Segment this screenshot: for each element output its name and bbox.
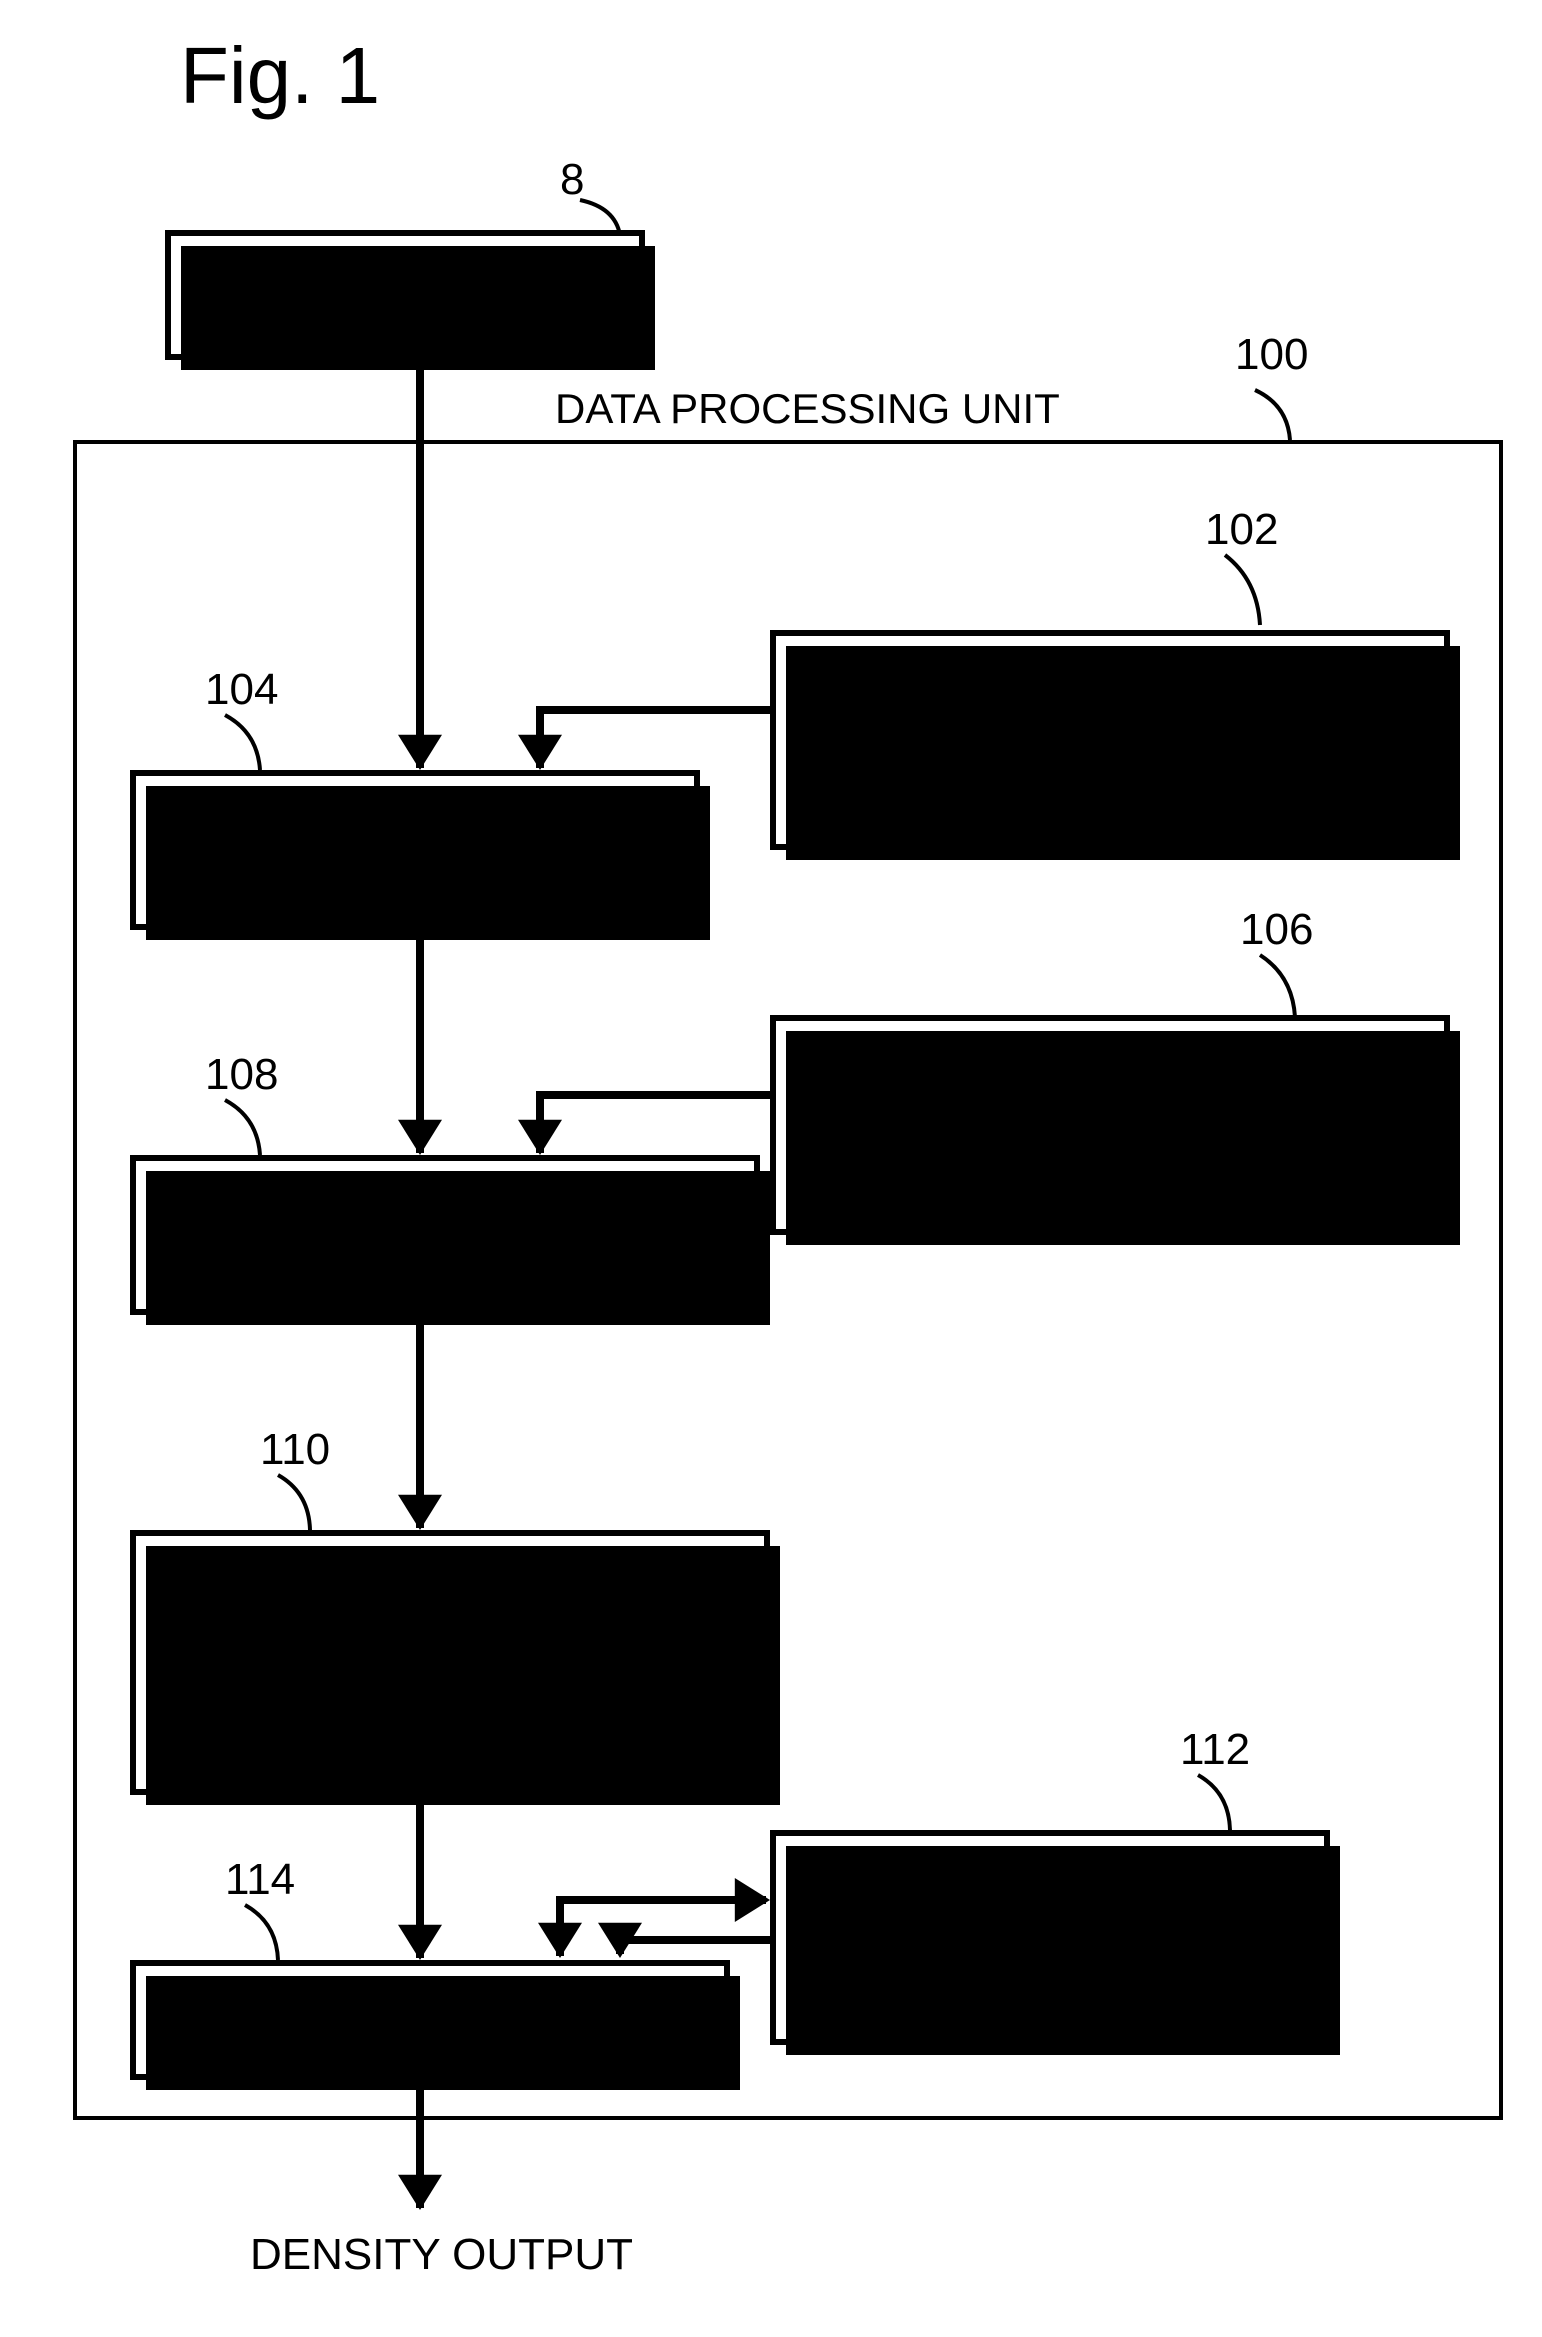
quantifying-unit-label: QUANTIFYING UNIT — [160, 1994, 557, 2047]
light-irreg-correction-label: LIGHT-IRREGULARITY CORRECTION UNIT — [160, 1183, 606, 1288]
area-sensor-label: AREA SENSOR — [195, 269, 496, 322]
linearizing-data-holding-box: LINEARIZING CORRECTION DATA HOLDING UNIT — [770, 630, 1450, 850]
light-irreg-data-holding-label: LIGHT-IRREGULARITY CORRECTION DATA HOLDI… — [800, 1046, 1246, 1204]
linearizing-data-holding-label: LINEARIZING CORRECTION DATA HOLDING UNIT — [800, 661, 1216, 819]
light-irreg-correction-box: LIGHT-IRREGULARITY CORRECTION UNIT — [130, 1155, 760, 1315]
linearizing-data-holding-ref: 102 — [1205, 505, 1278, 555]
container-ref: 100 — [1235, 330, 1308, 380]
reflection-factor-box: REFLECTION FACTOR CALCULATION UNIT (TWO-… — [130, 1530, 770, 1795]
reflection-factor-label: REFLECTION FACTOR CALCULATION UNIT (TWO-… — [160, 1558, 607, 1768]
calibration-curve-ref: 112 — [1180, 1725, 1250, 1775]
area-sensor-box: AREA SENSOR — [165, 230, 645, 360]
reflection-factor-ref: 110 — [260, 1425, 330, 1475]
linearizing-correction-label: LINEARIZING CORRECTION UNIT — [160, 798, 552, 903]
light-irreg-data-holding-box: LIGHT-IRREGULARITY CORRECTION DATA HOLDI… — [770, 1015, 1450, 1235]
figure-title: Fig. 1 — [180, 30, 380, 122]
container-label: DATA PROCESSING UNIT — [555, 385, 1060, 433]
light-irreg-correction-ref: 108 — [205, 1050, 278, 1100]
calibration-curve-label: CALIBRATION -CURVE-DATA HOLDING UNIT — [800, 1859, 1101, 2017]
linearizing-correction-ref: 104 — [205, 665, 278, 715]
light-irreg-data-holding-ref: 106 — [1240, 905, 1313, 955]
quantifying-unit-box: QUANTIFYING UNIT — [130, 1960, 730, 2080]
calibration-curve-box: CALIBRATION -CURVE-DATA HOLDING UNIT — [770, 1830, 1330, 2045]
output-label: DENSITY OUTPUT — [250, 2230, 633, 2280]
area-sensor-ref: 8 — [560, 155, 584, 205]
linearizing-correction-box: LINEARIZING CORRECTION UNIT — [130, 770, 700, 930]
quantifying-unit-ref: 114 — [225, 1855, 295, 1905]
